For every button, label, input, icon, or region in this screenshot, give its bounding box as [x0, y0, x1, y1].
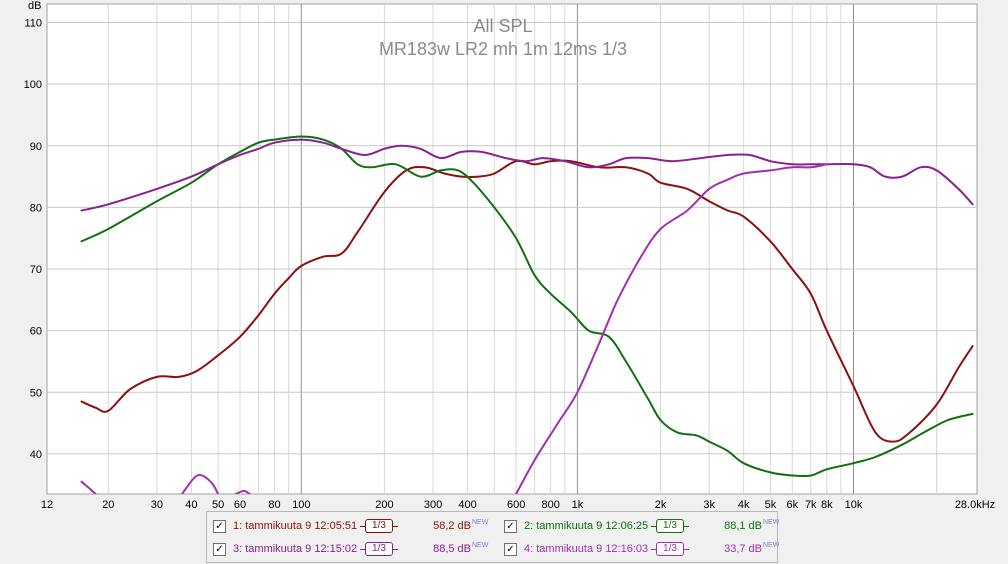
x-tick-label: 200	[375, 499, 393, 508]
x-tick-label: 4k	[738, 499, 750, 508]
legend-checkbox-4[interactable]: ✓	[504, 543, 517, 556]
smoothing-button-1[interactable]: 1/3	[360, 519, 398, 533]
x-tick-label: 3k	[703, 499, 715, 508]
legend-label-2: 2: tammikuuta 9 12:06:25	[524, 520, 649, 532]
x-tick-label: 100	[292, 499, 310, 508]
x-tick-label: 7k	[805, 499, 817, 508]
x-tick-labels: 12 20 30 40 50 60 80 100 200 300 400 600 800 1k 2k 3k 4k…	[41, 499, 995, 508]
x-tick-label: 8k	[821, 499, 833, 508]
x-tick-label: 2k	[655, 499, 667, 508]
chart-subtitle: MR183w LR2 mh 1m 12ms 1/3	[379, 39, 627, 59]
x-tick-label: 1k	[572, 499, 584, 508]
new-badge-1: NEW	[472, 519, 489, 526]
y-axis-label: dB	[28, 0, 41, 12]
new-badge-2: NEW	[763, 519, 780, 526]
plot-area	[46, 3, 978, 495]
y-tick-label: 40	[30, 449, 42, 461]
x-tick-label: 10k	[845, 499, 863, 508]
new-badge-4: NEW	[763, 542, 780, 549]
x-tick-label: 5k	[765, 499, 777, 508]
series-line-4-seg-4	[515, 163, 828, 494]
x-tick-label: 800	[541, 499, 559, 508]
x-tick-label: 40	[185, 499, 197, 508]
x-tick-label: 400	[458, 499, 476, 508]
x-tick-label: 20	[102, 499, 114, 508]
spl-chart: 110 100 90 80 70 60 50 40 12 20 30 40 50 60 80 100 200 3…	[24, 0, 996, 508]
y-tick-label: 80	[30, 202, 42, 214]
legend-label-4: 4: tammikuuta 9 12:16:03	[524, 543, 649, 555]
legend-checkbox-1[interactable]: ✓	[213, 520, 226, 533]
x-tick-label: 300	[424, 499, 442, 508]
smoothing-button-4[interactable]: 1/3	[651, 542, 689, 556]
legend-checkbox-3[interactable]: ✓	[213, 543, 226, 556]
series-line-3	[80, 138, 974, 212]
legend-value-2: 88,1 dB	[724, 520, 762, 532]
y-tick-label: 70	[30, 264, 42, 276]
y-tick-label: 90	[30, 141, 42, 153]
x-tick-label: 6k	[786, 499, 798, 508]
x-tick-label: 600	[507, 499, 525, 508]
y-tick-label: 100	[24, 79, 42, 91]
legend-label-3: 3: tammikuuta 9 12:15:02	[233, 543, 358, 555]
x-tick-label: 60	[234, 499, 246, 508]
x-tick-label: 12	[41, 499, 53, 508]
legend: ✓ 1: tammikuuta 9 12:05:51 1/3 58,2 dB N…	[206, 511, 780, 563]
legend-label-1: 1: tammikuuta 9 12:05:51	[233, 520, 358, 532]
series-line-4-seg-2	[181, 474, 220, 494]
smoothing-button-2[interactable]: 1/3	[651, 519, 689, 533]
x-tick-label: 50	[212, 499, 224, 508]
x-tick-label: 30	[151, 499, 163, 508]
x-tick-label: 80	[268, 499, 280, 508]
series-line-2	[80, 135, 974, 478]
y-tick-label: 50	[30, 387, 42, 399]
series-line-4-seg-1	[80, 480, 97, 494]
series-line-1	[80, 159, 974, 443]
grid-lines	[47, 4, 977, 494]
legend-value-4: 33,7 dB	[724, 543, 762, 555]
y-tick-label: 60	[30, 326, 42, 338]
y-tick-label: 110	[24, 17, 42, 29]
new-badge-3: NEW	[472, 542, 489, 549]
legend-checkbox-2[interactable]: ✓	[504, 520, 517, 533]
legend-value-3: 88,5 dB	[433, 543, 471, 555]
x-tick-label: 28,0kHz	[955, 499, 995, 508]
legend-value-1: 58,2 dB	[433, 520, 471, 532]
series-lines	[80, 135, 974, 494]
smoothing-button-3[interactable]: 1/3	[360, 542, 398, 556]
y-tick-labels: 110 100 90 80 70 60 50 40	[24, 17, 42, 460]
chart-title: All SPL	[473, 16, 532, 36]
series-line-4-seg-3	[234, 489, 251, 494]
